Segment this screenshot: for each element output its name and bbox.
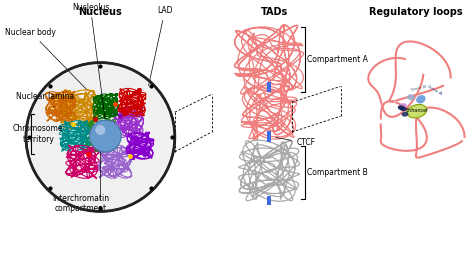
- Ellipse shape: [103, 152, 127, 172]
- Text: TADs: TADs: [260, 7, 288, 17]
- Ellipse shape: [71, 153, 94, 171]
- Ellipse shape: [398, 105, 406, 111]
- Ellipse shape: [89, 127, 112, 145]
- Bar: [267, 131, 271, 142]
- Ellipse shape: [407, 105, 427, 118]
- Text: Interchromatin
compartment: Interchromatin compartment: [52, 194, 109, 213]
- Ellipse shape: [399, 103, 407, 109]
- Text: Gene A: Gene A: [427, 85, 443, 96]
- Text: Compartment A: Compartment A: [307, 55, 368, 64]
- Ellipse shape: [97, 99, 114, 113]
- Text: Chromosome
territory: Chromosome territory: [13, 124, 64, 144]
- Circle shape: [26, 63, 175, 211]
- Text: Regulatory loops: Regulatory loops: [369, 7, 463, 17]
- Text: Enhancer: Enhancer: [405, 108, 428, 113]
- Circle shape: [95, 125, 105, 135]
- Ellipse shape: [50, 98, 72, 114]
- Ellipse shape: [401, 112, 409, 117]
- Text: Nucleolus: Nucleolus: [72, 3, 109, 118]
- Ellipse shape: [122, 94, 142, 110]
- Text: Compartment B: Compartment B: [307, 168, 367, 177]
- Ellipse shape: [416, 95, 426, 103]
- Bar: [267, 82, 271, 92]
- Ellipse shape: [64, 98, 93, 121]
- Text: LAD: LAD: [148, 6, 173, 86]
- Text: Nucleus: Nucleus: [79, 7, 122, 17]
- Ellipse shape: [64, 127, 85, 145]
- Ellipse shape: [130, 138, 150, 154]
- Bar: [267, 196, 271, 205]
- Circle shape: [90, 120, 121, 152]
- Ellipse shape: [117, 113, 139, 131]
- Ellipse shape: [407, 94, 415, 100]
- Text: Gene B: Gene B: [410, 85, 427, 92]
- Text: Gene D: Gene D: [393, 91, 400, 107]
- Text: Nuclear lamina: Nuclear lamina: [16, 92, 74, 107]
- Text: CTCF: CTCF: [276, 138, 316, 148]
- Text: Nuclear body: Nuclear body: [6, 28, 87, 89]
